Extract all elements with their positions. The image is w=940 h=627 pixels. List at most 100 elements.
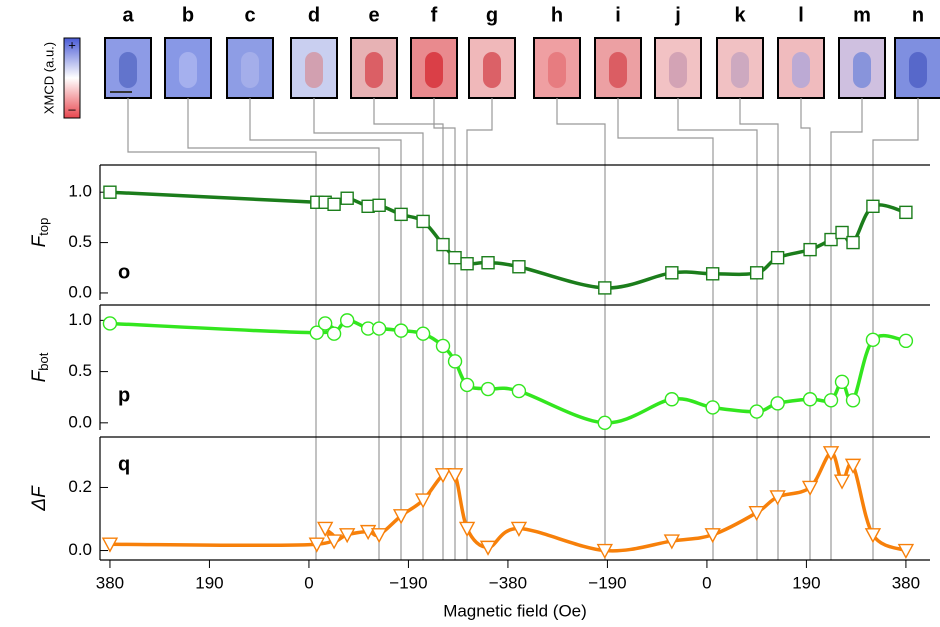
image-label: f	[431, 4, 438, 26]
y-tick-label: 1.0	[68, 310, 92, 329]
marker	[770, 396, 785, 411]
x-tick-label: 380	[892, 573, 920, 592]
colorbar: + – XMCD (a.u.)	[41, 37, 81, 119]
marker	[372, 198, 386, 212]
y-axis-label-sub: bot	[36, 352, 51, 370]
panel: 0.0 0.5 1.0 Ftop o	[29, 164, 930, 301]
marker	[802, 392, 818, 407]
marker	[325, 534, 343, 550]
x-tick-label: 190	[195, 573, 223, 592]
marker	[770, 250, 785, 265]
image-label: b	[182, 4, 194, 26]
image-element	[609, 52, 627, 88]
marker	[327, 197, 341, 211]
marker	[339, 313, 355, 328]
marker	[749, 266, 764, 280]
x-tick-label: 190	[792, 573, 820, 592]
fit-line	[109, 190, 907, 290]
image-label: k	[734, 4, 746, 26]
y-tick-label: 0.0	[68, 412, 92, 431]
marker	[898, 333, 914, 349]
marker	[479, 540, 497, 556]
connector	[677, 98, 758, 560]
connector	[556, 98, 606, 560]
panel: 0.0 0.5 1.0 Fbot p	[29, 304, 930, 431]
marker	[416, 214, 430, 229]
fit-line	[109, 451, 907, 553]
marker	[704, 528, 721, 544]
marker	[394, 207, 408, 222]
marker	[415, 326, 431, 341]
image-element	[305, 52, 323, 88]
y-axis-label-main: F	[29, 369, 50, 382]
y-axis-label-sub: top	[36, 218, 51, 236]
plots: 0.0 0.5 1.0 Ftop o 0.0 0.5 1.0 Fbot p 0.0 0.2 ΔF q 380…	[29, 164, 930, 620]
x-tick-label: 380	[96, 573, 124, 592]
marker	[510, 521, 528, 537]
y-axis-label: Ftop	[29, 218, 51, 248]
marker	[481, 256, 495, 270]
marker	[370, 528, 388, 544]
marker	[414, 493, 432, 509]
marker	[597, 415, 613, 431]
marker	[845, 393, 861, 408]
colorbar-max: +	[68, 37, 76, 52]
connector	[617, 98, 714, 560]
marker	[458, 521, 476, 537]
marker	[102, 316, 118, 331]
image-label: c	[244, 4, 255, 26]
marker	[663, 534, 681, 550]
image-element	[179, 52, 197, 88]
marker	[865, 332, 881, 348]
x-tick-label: −190	[588, 573, 626, 592]
image-row: a b c d e f g h i j k l m n	[104, 4, 940, 560]
marker	[598, 281, 612, 295]
fit-line	[109, 318, 907, 425]
marker	[435, 338, 451, 354]
image-label: g	[486, 4, 498, 26]
image-label: e	[368, 4, 379, 26]
y-tick-label: 1.0	[68, 182, 92, 201]
marker	[512, 260, 526, 274]
image-label: m	[853, 4, 871, 26]
marker	[103, 185, 117, 199]
image-element	[483, 52, 501, 88]
connector	[433, 98, 456, 560]
marker	[822, 446, 840, 462]
marker	[447, 354, 463, 369]
y-axis-label: ΔF	[29, 485, 50, 512]
image-label: d	[308, 4, 320, 26]
image-element	[853, 52, 871, 88]
image-element	[669, 52, 687, 88]
marker	[101, 537, 119, 553]
marker	[317, 521, 334, 537]
marker	[824, 232, 838, 247]
y-axis-label-main: ΔF	[29, 485, 50, 512]
colorbar-scale	[63, 37, 81, 119]
colorbar-label: XMCD (a.u.)	[41, 42, 56, 114]
marker	[448, 250, 462, 265]
x-tick-label: 0	[304, 573, 313, 592]
colorbar-min: –	[68, 101, 76, 116]
marker	[460, 257, 474, 271]
marker	[897, 543, 915, 560]
x-axis-label: Magnetic field (Oe)	[443, 601, 587, 620]
marker	[899, 205, 913, 220]
marker	[748, 505, 765, 522]
marker	[436, 237, 450, 252]
marker	[749, 404, 764, 419]
image-element	[241, 52, 259, 88]
connector	[830, 98, 863, 560]
y-tick-label: 0.0	[68, 282, 92, 301]
marker	[803, 242, 817, 257]
panel: 0.0 0.2 ΔF q 380 190 0 −190 −380 −190 0 190 380 Magne…	[29, 436, 930, 620]
marker	[664, 392, 680, 407]
marker	[833, 474, 851, 490]
marker	[393, 323, 409, 338]
image-element	[425, 52, 443, 88]
image-label: j	[674, 4, 681, 26]
image-label: i	[615, 4, 621, 26]
marker	[705, 400, 720, 415]
connector	[800, 98, 811, 560]
